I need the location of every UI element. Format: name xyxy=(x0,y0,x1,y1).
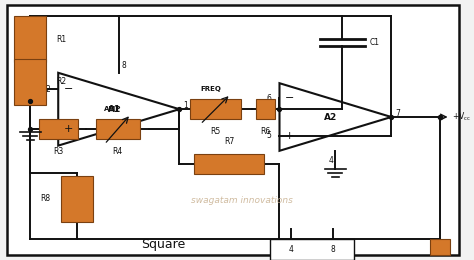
Text: C1: C1 xyxy=(369,38,379,47)
Text: R7: R7 xyxy=(224,137,235,146)
Text: 2: 2 xyxy=(45,85,50,94)
Text: swagatam innovations: swagatam innovations xyxy=(191,196,293,205)
Text: −: − xyxy=(64,84,73,94)
Text: 3: 3 xyxy=(45,125,50,134)
Text: +: + xyxy=(64,124,73,134)
Text: R6: R6 xyxy=(260,127,271,136)
Text: R1: R1 xyxy=(56,35,66,43)
Text: 6: 6 xyxy=(266,94,271,103)
Bar xyxy=(194,154,264,174)
Text: Square: Square xyxy=(141,238,185,251)
Text: AMP: AMP xyxy=(104,106,122,112)
Text: A1: A1 xyxy=(108,105,121,114)
Bar xyxy=(39,119,78,139)
Text: 4: 4 xyxy=(328,156,333,165)
Bar xyxy=(14,16,46,62)
Text: R4: R4 xyxy=(112,147,123,156)
Text: 8: 8 xyxy=(121,61,126,70)
Text: 8: 8 xyxy=(331,245,336,254)
Polygon shape xyxy=(280,83,391,151)
Text: 4: 4 xyxy=(289,245,293,254)
Bar xyxy=(14,58,46,105)
Bar xyxy=(96,119,140,139)
Bar xyxy=(270,239,354,260)
Text: R2: R2 xyxy=(56,77,66,86)
Text: R5: R5 xyxy=(210,127,220,136)
Text: 5: 5 xyxy=(266,131,271,140)
Text: R8: R8 xyxy=(41,194,51,203)
Text: 7: 7 xyxy=(395,109,400,118)
Text: 1: 1 xyxy=(183,101,188,110)
Text: A2: A2 xyxy=(324,113,337,121)
Bar xyxy=(61,176,93,222)
Bar xyxy=(190,99,241,119)
Text: +: + xyxy=(285,131,294,141)
Text: $\mathregular{+V_{cc}}$: $\mathregular{+V_{cc}}$ xyxy=(452,111,471,123)
Text: −: − xyxy=(285,93,294,103)
Polygon shape xyxy=(58,73,179,146)
Bar xyxy=(430,239,450,255)
Bar xyxy=(256,99,275,119)
Text: FREQ: FREQ xyxy=(201,86,221,92)
Text: R3: R3 xyxy=(53,147,64,156)
